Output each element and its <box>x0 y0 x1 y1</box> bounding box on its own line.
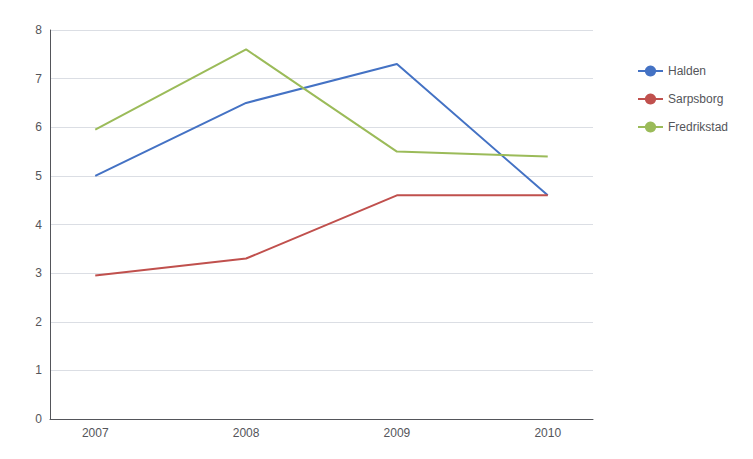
svg-text:3: 3 <box>35 266 42 280</box>
svg-text:2008: 2008 <box>233 426 260 440</box>
svg-text:2009: 2009 <box>384 426 411 440</box>
svg-text:6: 6 <box>35 120 42 134</box>
svg-text:2010: 2010 <box>534 426 561 440</box>
svg-text:Fredrikstad: Fredrikstad <box>668 120 728 134</box>
svg-text:2: 2 <box>35 315 42 329</box>
svg-text:5: 5 <box>35 169 42 183</box>
svg-text:Halden: Halden <box>668 64 706 78</box>
svg-text:0: 0 <box>35 412 42 426</box>
svg-text:4: 4 <box>35 218 42 232</box>
svg-text:1: 1 <box>35 363 42 377</box>
svg-text:2007: 2007 <box>82 426 109 440</box>
svg-text:8: 8 <box>35 23 42 37</box>
svg-text:Sarpsborg: Sarpsborg <box>668 92 723 106</box>
svg-text:7: 7 <box>35 72 42 86</box>
